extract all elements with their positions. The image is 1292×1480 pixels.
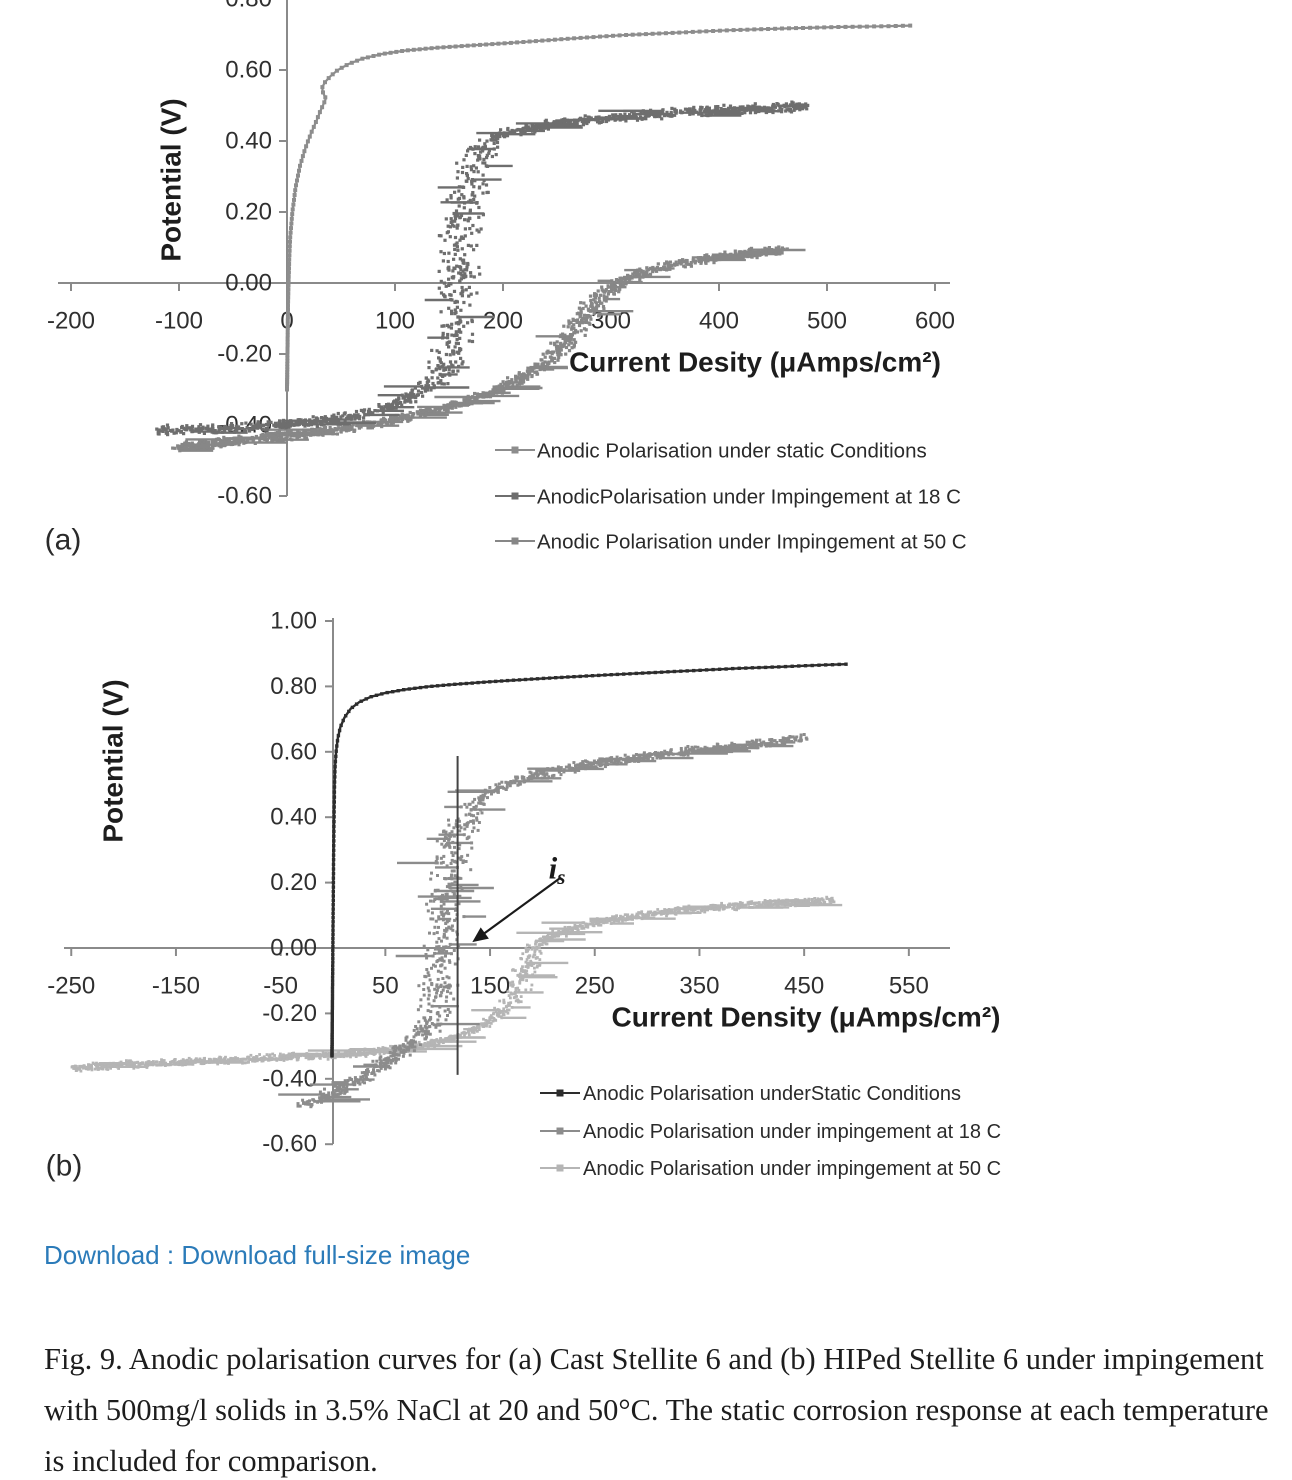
download-row: Download : Download full-size image — [44, 1240, 470, 1271]
y-tick-label: 0.00 — [225, 270, 272, 297]
legend-label: Anodic Polarisation under static Conditi… — [537, 440, 927, 463]
x-tick-label: 250 — [575, 973, 615, 1000]
y-tick-label: 0.60 — [270, 738, 317, 765]
legend-label: Anodic Polarisation underStatic Conditio… — [583, 1083, 961, 1105]
x-tick-label: 100 — [375, 308, 415, 335]
y-tick-label: 0.80 — [225, 0, 272, 13]
legend-marker-point — [556, 1164, 564, 1172]
x-tick-label: -150 — [152, 973, 200, 1000]
y-tick-label: 0.80 — [270, 673, 317, 700]
legend-marker-point — [511, 446, 519, 454]
y-tick-label: 0.20 — [270, 869, 317, 896]
series — [70, 895, 843, 1073]
y-tick-label: -0.20 — [217, 341, 272, 368]
y-tick-label: 0.20 — [225, 199, 272, 226]
chart-a: -200-10001002003004005006000.800.600.400… — [45, 0, 967, 557]
series — [278, 733, 809, 1109]
figure-charts: -200-10001002003004005006000.800.600.400… — [45, 0, 1001, 1183]
legend-label: Anodic Polarisation under impingement at… — [583, 1158, 1001, 1180]
x-tick-label: 350 — [679, 973, 719, 1000]
x-tick-label: -100 — [155, 308, 203, 335]
legend-item: Anodic Polarisation under static Conditi… — [495, 440, 927, 463]
legend-item: AnodicPolarisation under Impingement at … — [495, 486, 961, 509]
figure-caption: Fig. 9. Anodic polarisation curves for (… — [44, 1341, 1269, 1478]
legend-label: AnodicPolarisation under Impingement at … — [537, 486, 961, 509]
legend-label: Anodic Polarisation under Impingement at… — [537, 531, 967, 554]
download-separator: : — [159, 1240, 182, 1270]
x-tick-label: 400 — [699, 308, 739, 335]
legend-item: Anodic Polarisation under impingement at… — [540, 1121, 1001, 1143]
chart-b: -250 -150 -50 50 150 250 350 450 550 1.00 0.80 0.60… — [46, 608, 1001, 1183]
y-axis-title: Potential (V) — [156, 98, 187, 261]
panel-label: (a) — [45, 524, 82, 557]
legend-marker-point — [556, 1127, 564, 1135]
x-tick-label: -50 — [263, 973, 298, 1000]
series — [330, 662, 848, 1058]
y-tick-label: 0.40 — [225, 128, 272, 155]
y-tick-label: -0.40 — [262, 1065, 317, 1092]
is-label: is — [549, 850, 566, 889]
y-axis-title: Potential (V) — [98, 679, 129, 842]
legend-item: Anodic Polarisation under impingement at… — [540, 1158, 1001, 1180]
is-arrow-head — [472, 927, 489, 943]
series — [285, 23, 913, 392]
legend-marker-point — [511, 537, 519, 545]
series — [171, 245, 806, 453]
x-tick-label: 550 — [889, 973, 929, 1000]
y-tick-label: -0.60 — [262, 1131, 317, 1158]
x-tick-label: 150 — [470, 973, 510, 1000]
x-axis-title: Current Desity (μAmps/cm²) — [569, 347, 941, 378]
x-tick-label: 500 — [807, 308, 847, 335]
legend-marker-point — [556, 1089, 564, 1097]
panel-label: (b) — [46, 1150, 83, 1183]
y-tick-label: 0.00 — [270, 935, 317, 962]
x-tick-label: 600 — [915, 308, 955, 335]
legend-label: Anodic Polarisation under impingement at… — [583, 1121, 1001, 1143]
y-tick-label: -0.60 — [217, 483, 272, 510]
x-axis-title: Current Density (μAmps/cm²) — [612, 1002, 1001, 1033]
y-tick-label: 0.60 — [225, 57, 272, 84]
x-tick-label: -250 — [47, 973, 95, 1000]
is-arrow-line — [479, 877, 561, 938]
y-tick-label: 1.00 — [270, 608, 317, 635]
y-tick-label: 0.40 — [270, 804, 317, 831]
x-tick-label: 450 — [784, 973, 824, 1000]
series — [155, 100, 810, 437]
legend-item: Anodic Polarisation underStatic Conditio… — [540, 1083, 961, 1105]
x-tick-label: -200 — [47, 308, 95, 335]
y-tick-label: -0.20 — [262, 1000, 317, 1027]
download-full-size-link[interactable]: Download full-size image — [181, 1240, 471, 1270]
x-tick-label: 200 — [483, 308, 523, 335]
download-link[interactable]: Download — [44, 1240, 160, 1270]
legend: Anodic Polarisation under static Conditi… — [495, 440, 967, 554]
axes: -250 -150 -50 50 150 250 350 450 550 1.00 0.80 0.60… — [47, 608, 950, 1158]
x-tick-label: 50 — [372, 973, 399, 1000]
legend-item: Anodic Polarisation under Impingement at… — [495, 531, 967, 554]
legend: Anodic Polarisation underStatic Conditio… — [540, 1083, 1001, 1180]
legend-marker-point — [511, 492, 519, 500]
